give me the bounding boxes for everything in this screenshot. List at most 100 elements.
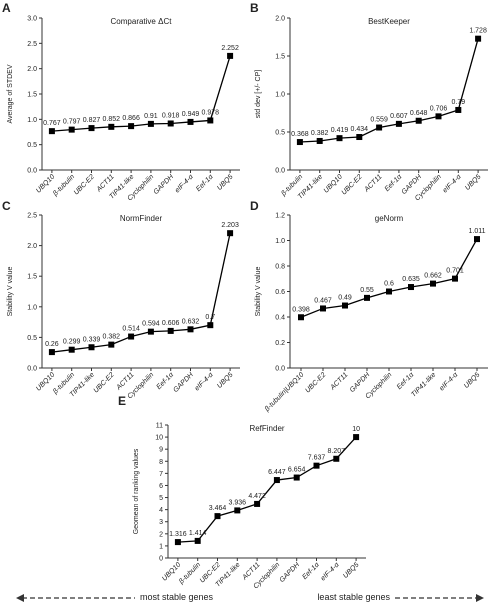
value-label: 0.419: [331, 127, 349, 134]
y-tick-label: 0.0: [275, 366, 285, 373]
x-tick-label: eIF-4-α: [194, 371, 216, 393]
x-tick-label: ACT11: [329, 371, 350, 392]
y-axis-label: Average of STDEV: [7, 64, 14, 123]
y-tick-label: 2: [159, 531, 163, 538]
x-tick-label: UBC-E2: [304, 371, 327, 394]
marker: [435, 113, 442, 120]
x-tick-label: UBQ5: [464, 173, 483, 192]
x-tick-label: GAPDH: [172, 371, 195, 394]
y-tick-label: 0.2: [275, 340, 285, 347]
marker: [316, 137, 323, 144]
marker: [227, 230, 234, 237]
x-tick-label: eIF-4-α: [174, 173, 196, 195]
marker: [313, 462, 320, 469]
x-tick-label: UBQ5: [216, 173, 235, 192]
chart-title: Comparative ΔCt: [111, 17, 173, 26]
value-label: 0.467: [314, 297, 332, 304]
y-tick-label: 9: [159, 447, 163, 454]
chart-title: RefFinder: [249, 424, 284, 433]
marker: [333, 455, 340, 462]
value-label: 0.662: [424, 273, 442, 280]
value-label: 0.852: [103, 116, 121, 123]
y-tick-label: 0.5: [27, 142, 37, 149]
x-tick-label: eIF-4-α: [442, 173, 464, 195]
y-tick-label: 2.0: [275, 16, 285, 23]
y-tick-label: 1.0: [275, 238, 285, 245]
chart-title: NormFinder: [120, 214, 163, 223]
marker: [187, 118, 194, 125]
x-tick-label: UBC-E2: [341, 173, 364, 196]
y-tick-label: 6: [159, 483, 163, 490]
value-label: 2.252: [221, 45, 239, 52]
y-tick-label: 1: [159, 543, 163, 550]
value-label: 0.434: [351, 126, 369, 133]
value-label: 0.635: [402, 276, 420, 283]
marker: [187, 326, 194, 333]
footer-left: most stable genes: [140, 592, 214, 602]
marker: [376, 124, 383, 131]
series-line: [299, 38, 479, 143]
marker: [88, 125, 95, 132]
value-label: 0.706: [430, 105, 448, 112]
marker: [234, 507, 241, 514]
x-tick-label: UBQ5: [463, 371, 482, 390]
y-tick-label: 0.8: [275, 264, 285, 271]
value-label: 0.767: [43, 120, 61, 127]
value-label: 0.7: [205, 314, 215, 321]
value-label: 0.797: [63, 119, 81, 126]
y-tick-label: 1.0: [27, 117, 37, 124]
left-arrowhead: [16, 594, 24, 602]
marker: [68, 346, 75, 353]
marker: [128, 333, 135, 340]
marker: [108, 123, 115, 130]
marker: [455, 106, 462, 113]
series-line: [51, 55, 231, 132]
value-label: 8.207: [328, 448, 346, 455]
y-tick-label: 1.2: [275, 213, 285, 220]
y-tick-label: 11: [156, 423, 163, 430]
marker: [273, 477, 280, 484]
x-tick-label: Eef-1α: [195, 173, 215, 193]
value-label: 0.368: [291, 131, 309, 138]
marker: [395, 120, 402, 127]
x-tick-label: GAPDH: [153, 173, 176, 196]
marker: [108, 341, 115, 348]
panel-label: C: [2, 199, 11, 213]
marker: [298, 314, 304, 321]
marker: [147, 120, 154, 127]
value-label: 0.49: [338, 295, 352, 302]
panel-label: B: [250, 1, 259, 15]
x-tick-label: eIF-4-α: [320, 561, 342, 583]
marker: [167, 120, 174, 127]
x-tick-label: GAPDH: [279, 561, 302, 584]
panel-label: A: [2, 1, 11, 15]
value-label: 0.339: [83, 336, 101, 343]
y-tick-label: 1.0: [27, 304, 37, 311]
marker: [254, 500, 261, 507]
marker: [415, 117, 422, 124]
y-axis-label: Stability V value: [7, 266, 14, 316]
y-tick-label: 0.0: [27, 168, 37, 175]
value-label: 3.464: [209, 505, 227, 512]
value-label: 1.316: [169, 531, 187, 538]
x-tick-label: eIF-4-α: [438, 371, 460, 393]
value-label: 0.398: [292, 306, 310, 313]
marker: [68, 126, 75, 133]
marker: [356, 134, 363, 141]
value-label: 10: [352, 426, 360, 433]
value-label: 1.728: [469, 28, 487, 35]
y-tick-label: 1.5: [27, 92, 37, 99]
x-tick-label: ACT11: [363, 173, 384, 194]
value-label: 0.26: [45, 341, 59, 348]
marker: [342, 302, 348, 309]
marker: [214, 513, 221, 520]
value-label: 7.637: [308, 455, 326, 462]
value-label: 1.011: [469, 228, 486, 235]
value-label: 0.594: [142, 321, 160, 328]
y-tick-label: 2.5: [27, 213, 37, 220]
marker: [167, 327, 174, 334]
marker: [364, 294, 370, 301]
y-axis-label: Geomean of ranking values: [133, 448, 140, 534]
series-line: [177, 436, 357, 543]
marker: [386, 288, 392, 295]
